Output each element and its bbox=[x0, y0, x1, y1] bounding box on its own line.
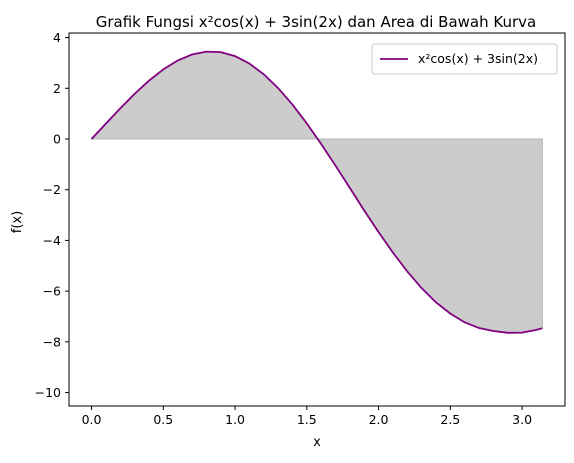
x-axis-label: x bbox=[313, 435, 321, 450]
y-axis: 4 2 0 −2 −4 −6 −8 −10 bbox=[35, 30, 69, 400]
x-tick-label: 1.5 bbox=[297, 412, 317, 427]
legend: x²cos(x) + 3sin(2x) bbox=[371, 43, 558, 75]
y-tick-label: −4 bbox=[43, 233, 61, 248]
series-line bbox=[90, 50, 543, 334]
y-tick-label: 4 bbox=[53, 30, 61, 45]
plot-frame bbox=[68, 32, 566, 407]
y-tick-label: −6 bbox=[43, 284, 61, 299]
y-tick-label: −2 bbox=[43, 182, 61, 197]
y-axis-label: f(x) bbox=[10, 211, 25, 233]
x-axis: 0.0 0.5 1.0 1.5 2.0 2.5 3.0 bbox=[82, 406, 532, 427]
x-tick-label: 2.0 bbox=[369, 412, 389, 427]
chart-title: Grafik Fungsi x²cos(x) + 3sin(2x) dan Ar… bbox=[96, 13, 537, 31]
y-tick-label: 0 bbox=[53, 131, 61, 146]
y-tick-label: 2 bbox=[53, 81, 61, 96]
x-tick-label: 2.5 bbox=[440, 412, 460, 427]
y-tick-label: −8 bbox=[43, 334, 61, 349]
legend-box bbox=[371, 43, 558, 75]
plot-area bbox=[90, 50, 543, 334]
legend-label: x²cos(x) + 3sin(2x) bbox=[418, 51, 538, 66]
y-tick-label: −10 bbox=[35, 385, 61, 400]
x-tick-label: 0.0 bbox=[82, 412, 102, 427]
x-tick-label: 1.0 bbox=[225, 412, 245, 427]
x-tick-label: 0.5 bbox=[153, 412, 173, 427]
x-tick-label: 3.0 bbox=[512, 412, 532, 427]
